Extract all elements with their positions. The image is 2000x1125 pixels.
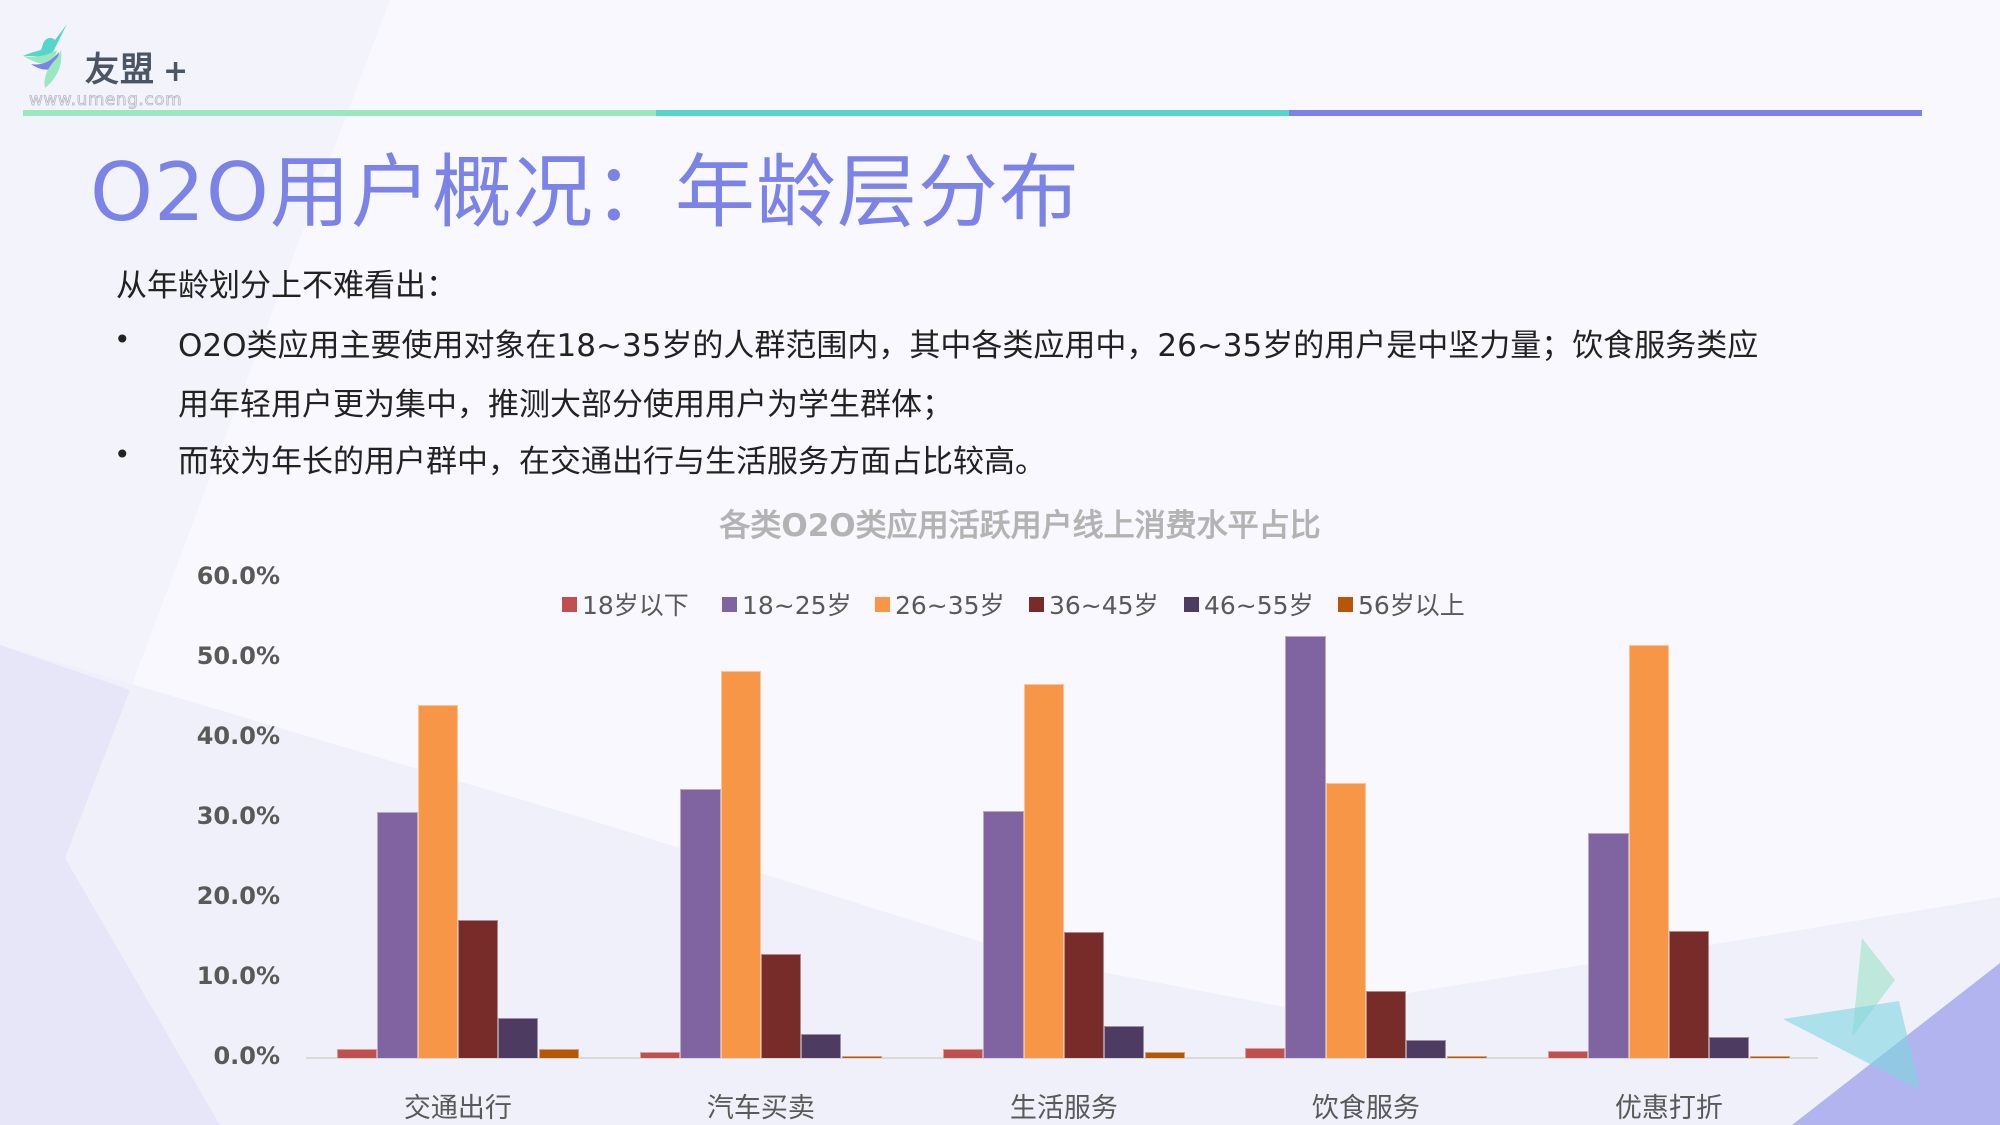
bar[interactable]	[498, 1018, 539, 1058]
bar[interactable]	[640, 1051, 681, 1058]
x-tick-label: 饮食服务	[1311, 1093, 1420, 1124]
x-axis-line	[306, 1057, 1818, 1059]
bar[interactable]	[337, 1049, 378, 1058]
bar[interactable]	[1285, 635, 1326, 1058]
x-tick-label: 优惠打折	[1614, 1093, 1723, 1124]
chart-title: 各类O2O类应用活跃用户线上消费水平占比	[719, 508, 1321, 544]
legend-item[interactable]: 18~25岁	[722, 586, 852, 622]
bar[interactable]	[1245, 1048, 1286, 1058]
y-tick-label: 0.0%	[213, 1042, 280, 1070]
bullet-dot: •	[114, 323, 131, 356]
bar[interactable]	[377, 811, 418, 1058]
x-tick-label: 汽车买卖	[706, 1093, 815, 1124]
bar[interactable]	[760, 954, 802, 1058]
legend-swatch	[875, 596, 890, 612]
legend-label: 26~35岁	[895, 591, 1005, 620]
bar[interactable]	[1548, 1050, 1589, 1058]
bar[interactable]	[720, 670, 761, 1058]
bar[interactable]	[538, 1049, 579, 1058]
bar[interactable]	[457, 920, 499, 1058]
y-tick-label: 40.0%	[196, 722, 280, 750]
legend-item[interactable]: 26~35岁	[875, 586, 1005, 622]
legend-item[interactable]: 56岁以上	[1338, 586, 1465, 622]
page-title: O2O用户概况：年龄层分布	[90, 146, 1080, 239]
bar[interactable]	[1365, 990, 1407, 1058]
bar[interactable]	[1628, 645, 1669, 1058]
y-tick-label: 60.0%	[196, 562, 280, 590]
legend-swatch	[1029, 596, 1044, 612]
bar[interactable]	[1588, 833, 1629, 1058]
hummingbird-logo-icon	[23, 24, 67, 88]
bar[interactable]	[1063, 932, 1105, 1058]
legend-label: 18~25岁	[742, 591, 852, 620]
legend-item[interactable]: 36~45岁	[1029, 586, 1159, 622]
bar[interactable]	[1144, 1052, 1185, 1058]
bar[interactable]	[1668, 930, 1710, 1058]
brand-url: www.umeng.com	[29, 90, 183, 111]
bar[interactable]	[801, 1034, 842, 1058]
brand-name: 友盟 +	[85, 42, 189, 91]
bar[interactable]	[983, 810, 1024, 1058]
bar[interactable]	[1104, 1026, 1145, 1058]
y-tick-label: 20.0%	[196, 882, 280, 910]
bar[interactable]	[1023, 683, 1064, 1058]
x-tick-label: 生活服务	[1009, 1093, 1118, 1124]
bar[interactable]	[680, 789, 721, 1058]
bar[interactable]	[943, 1049, 984, 1058]
legend-item[interactable]: 46~55岁	[1184, 586, 1314, 622]
x-tick-label: 交通出行	[403, 1093, 512, 1124]
y-tick-label: 50.0%	[196, 642, 280, 670]
bar[interactable]	[1325, 782, 1366, 1058]
header-stripe-teal	[656, 110, 1289, 116]
bar[interactable]	[417, 705, 458, 1058]
brand-name-text: 友盟	[85, 50, 155, 90]
bar[interactable]	[841, 1055, 882, 1058]
bullet-dot: •	[114, 438, 131, 471]
legend-label: 56岁以上	[1358, 591, 1465, 620]
y-tick-label: 10.0%	[196, 962, 280, 990]
legend-label: 18岁以下	[582, 591, 689, 620]
bar[interactable]	[1749, 1055, 1790, 1058]
header-stripe-green	[23, 110, 656, 116]
header-stripe-purple	[1289, 110, 1922, 116]
bullet-1-line-2: 用年轻用户更为集中，推测大部分使用用户为学生群体；	[178, 387, 953, 423]
umeng-logo[interactable]: 友盟 + www.umeng.com	[23, 22, 223, 112]
bullet-1-line-1: O2O类应用主要使用对象在18~35岁的人群范围内，其中各类应用中，26~35岁…	[178, 328, 1759, 364]
legend-label: 46~55岁	[1204, 591, 1314, 620]
legend-swatch	[1184, 596, 1199, 612]
bar[interactable]	[1446, 1055, 1487, 1058]
y-tick-label: 30.0%	[196, 802, 280, 830]
brand-plus: +	[163, 54, 190, 89]
legend-swatch	[1338, 596, 1353, 612]
legend-item[interactable]: 18岁以下	[562, 586, 689, 622]
intro-text: 从年龄划分上不难看出：	[116, 268, 457, 304]
legend-swatch	[562, 596, 577, 612]
legend-label: 36~45岁	[1049, 591, 1159, 620]
bar[interactable]	[1709, 1037, 1750, 1058]
bar[interactable]	[1406, 1040, 1447, 1058]
legend-swatch	[722, 596, 737, 612]
bullet-2-line-1: 而较为年长的用户群中，在交通出行与生活服务方面占比较高。	[178, 444, 1046, 480]
